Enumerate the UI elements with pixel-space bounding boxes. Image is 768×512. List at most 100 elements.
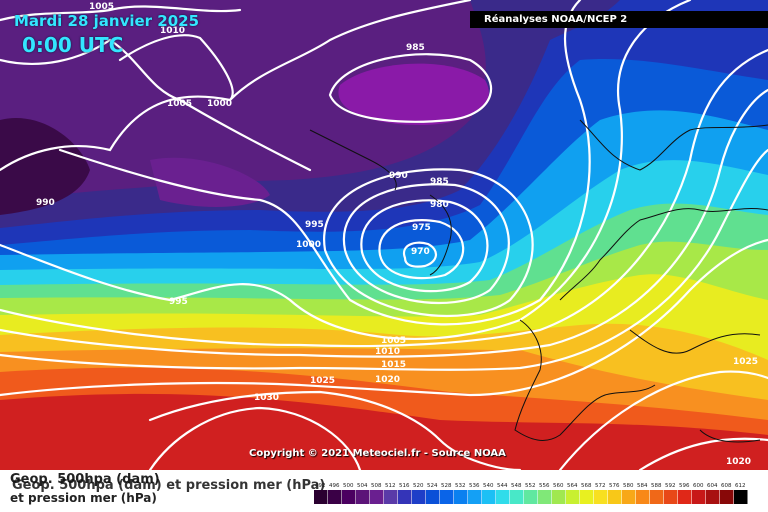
legend-tick-label: 584 [637,483,648,489]
legend-tick-label: 540 [483,483,494,489]
pressure-label: 1000 [207,99,232,109]
isobar-975 [378,219,465,280]
legend-swatch [510,490,524,504]
pressure-label: 975 [412,223,431,233]
isobar-985 [342,183,510,305]
pressure-label: 1010 [160,26,185,36]
legend-tick-label: 556 [539,483,550,489]
coast-iberia-med [514,319,656,441]
pressure-label: 970 [411,247,430,257]
legend-swatch [524,490,538,504]
pressure-label: 1010 [375,347,400,357]
legend-swatch [664,490,678,504]
coast-balkans [629,329,761,354]
legend-tick-label: 516 [399,483,410,489]
caption-line-1: Geop. 500hpa (dam) [10,472,160,487]
legend-swatch [692,490,706,504]
legend-swatch [552,490,566,504]
legend-swatch [720,490,734,504]
legend-swatch [370,490,384,504]
legend-tick-label: 600 [693,483,704,489]
legend-tick-label: 588 [651,483,662,489]
legend-tick-label: 604 [707,483,718,489]
legend-swatch [342,490,356,504]
legend-tick-label: 532 [455,483,466,489]
legend-tick-label: 528 [441,483,452,489]
legend-tick-label: 548 [511,483,522,489]
west-dark-core [0,118,90,215]
legend-swatch [398,490,412,504]
coastlines [309,119,768,443]
legend-swatch [440,490,454,504]
pressure-label: 1020 [726,457,751,467]
pressure-label: 995 [305,220,324,230]
legend-tick-label: 504 [357,483,368,489]
color-legend: 492 496 500 504 508 512 516 520 524 528 532 536 540 5… [314,483,748,504]
pressure-label: 1005 [381,336,406,346]
pressure-label: 985 [430,177,449,187]
pressure-label: 980 [430,200,449,210]
legend-swatch [650,490,664,504]
pressure-label: 990 [389,171,408,181]
coast-uk [429,194,452,276]
isobar-1010 [0,88,768,358]
pressure-label: 985 [406,43,425,53]
legend-tick-label: 508 [371,483,382,489]
pressure-label: 1025 [310,376,335,386]
caption-line-2: et pression mer (hPa) [10,491,157,505]
legend-tick-label: 608 [721,483,732,489]
coast-africa [699,429,761,443]
legend-tick-label: 612 [735,483,746,489]
legend-swatch [468,490,482,504]
legend-tick-label: 592 [665,483,676,489]
legend-tick-label: 552 [525,483,536,489]
isobars [0,0,768,472]
legend-tick-label: 524 [427,483,438,489]
isobar-1030 [148,406,362,472]
pressure-label: 1020 [375,375,400,385]
isobar-1005 [0,48,768,348]
legend-swatch [608,490,622,504]
legend-swatch [706,490,720,504]
legend-tick-label: 492 [315,483,326,489]
legend-swatch [594,490,608,504]
legend-tick-label: 596 [679,483,690,489]
isobar-1000 [0,0,692,340]
pressure-label: 995 [169,297,188,307]
legend-swatch [426,490,440,504]
isobar-990 [323,168,534,317]
coast-north-europe [559,208,768,301]
isobar-995 [58,0,591,326]
pressure-label: 1000 [296,240,321,250]
legend-swatch [482,490,496,504]
legend-swatch [454,490,468,504]
isobar-1005-north [0,5,242,22]
coast-greenland [309,129,397,191]
isobar-1005a [0,38,312,172]
legend-tick-label: 496 [329,483,340,489]
map-date: Mardi 28 janvier 2025 [14,12,200,30]
low-core-magenta [338,63,489,125]
isobar-980 [360,199,489,293]
isobar-1025 [148,390,522,472]
isobar-1015 [0,148,768,371]
source-banner: Réanalyses NOAA/NCEP 2 [470,11,768,28]
pressure-label: 1005 [167,99,192,109]
legend-tick-label: 500 [343,483,354,489]
legend-swatch [538,490,552,504]
legend-tick-label: 564 [567,483,578,489]
legend-tick-label: 576 [609,483,620,489]
isobar-970 [402,241,437,268]
legend-swatch [678,490,692,504]
legend-tick-label: 572 [595,483,606,489]
legend-tick-label: 512 [385,483,396,489]
legend-swatch [636,490,650,504]
legend-swatch [412,490,426,504]
legend-tick-label: 536 [469,483,480,489]
pressure-label: 1005 [89,2,114,12]
legend-swatch [734,490,748,504]
legend-swatch [566,490,580,504]
